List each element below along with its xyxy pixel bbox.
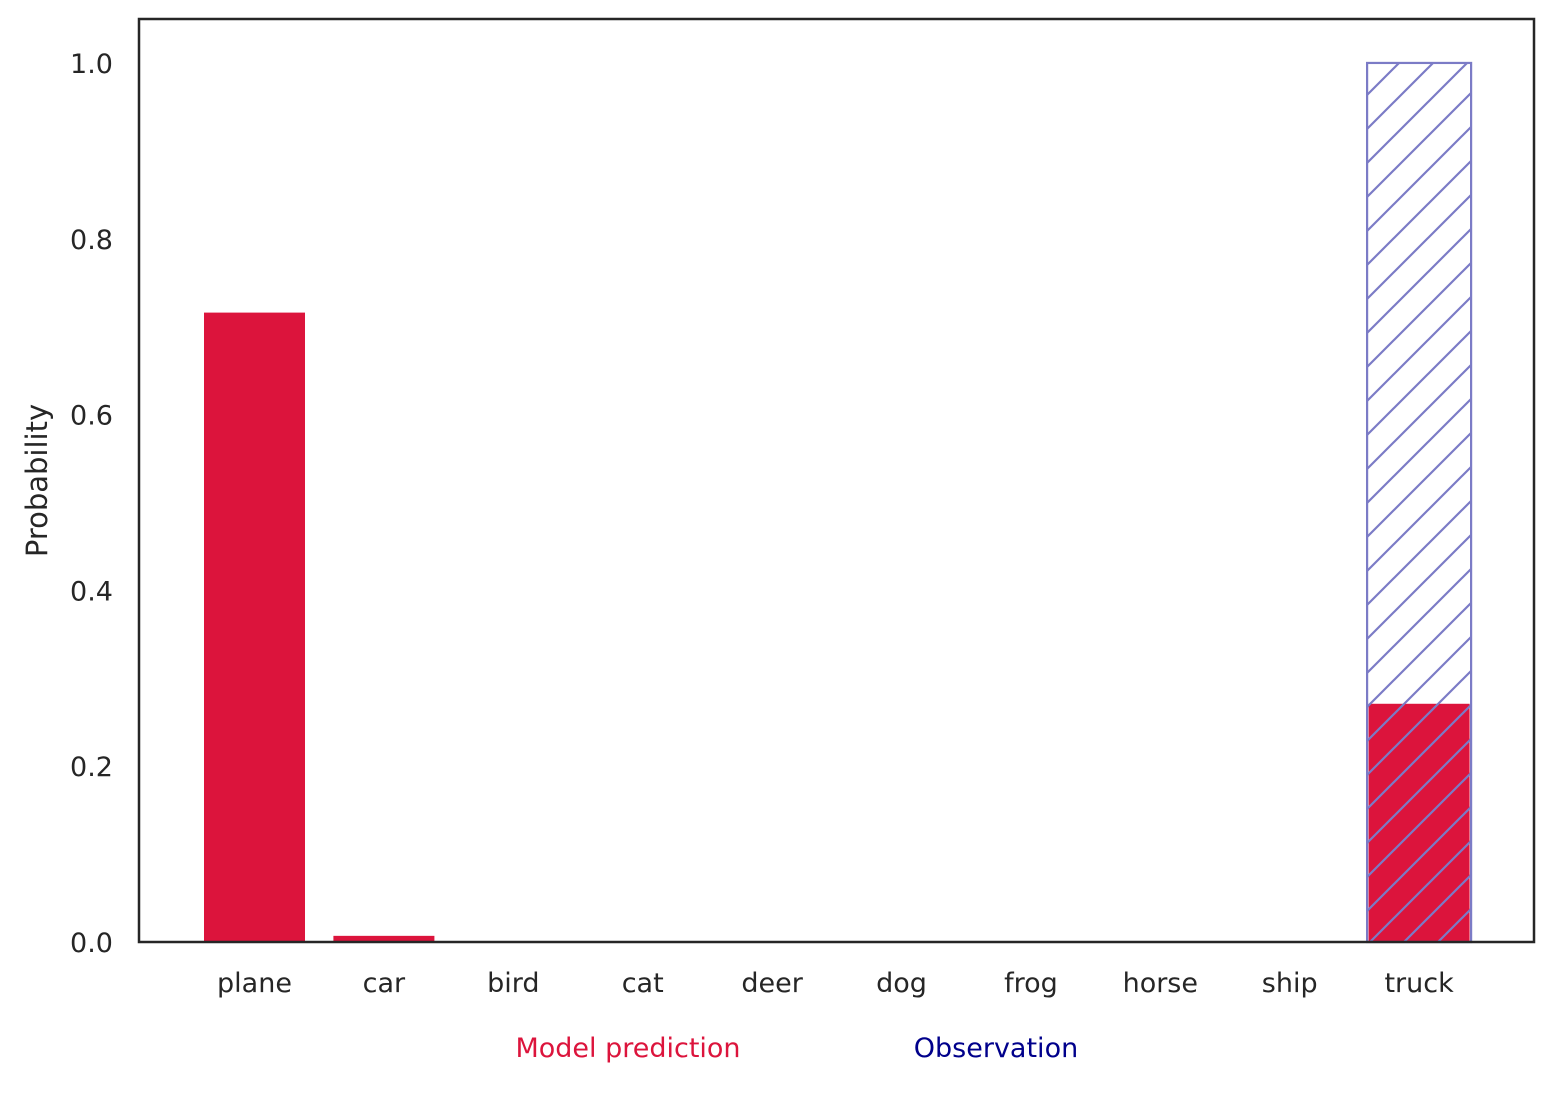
- x-tick-label-frog: frog: [1004, 968, 1058, 999]
- x-tick-label-plane: plane: [217, 968, 292, 999]
- x-tick-label-dog: dog: [876, 968, 927, 999]
- x-tick-label-horse: horse: [1123, 968, 1198, 999]
- x-tick-label-bird: bird: [487, 968, 539, 999]
- x-tick-label-deer: deer: [741, 968, 803, 999]
- plot-frame: [137, 17, 1536, 944]
- x-tick-label-car: car: [363, 968, 406, 999]
- legend-observation: Observation: [914, 1033, 1078, 1064]
- y-tick-label: 0.8: [70, 225, 113, 256]
- y-tick-label: 0.6: [70, 401, 113, 432]
- x-tick-label-truck: truck: [1384, 968, 1454, 999]
- x-tick-label-cat: cat: [622, 968, 664, 999]
- y-axis-ticks: 0.0 0.2 0.4 0.6 0.8 1.0: [70, 49, 113, 959]
- bars-layer: [204, 61, 1473, 944]
- y-axis-label: Probability: [20, 404, 54, 557]
- y-tick-label: 0.2: [70, 752, 113, 783]
- y-tick-label: 0.4: [70, 576, 113, 607]
- y-tick-label: 1.0: [70, 49, 113, 80]
- prediction-bar-plane: [204, 312, 305, 942]
- observation-bar-truck: [1365, 61, 1473, 944]
- x-axis-ticks: plane car bird cat deer dog frog horse ship truck: [217, 968, 1454, 999]
- prediction-bar-car: [333, 935, 435, 942]
- legend-model-prediction: Model prediction: [515, 1033, 740, 1064]
- y-tick-label: 0.0: [70, 928, 113, 959]
- x-tick-label-ship: ship: [1262, 968, 1318, 999]
